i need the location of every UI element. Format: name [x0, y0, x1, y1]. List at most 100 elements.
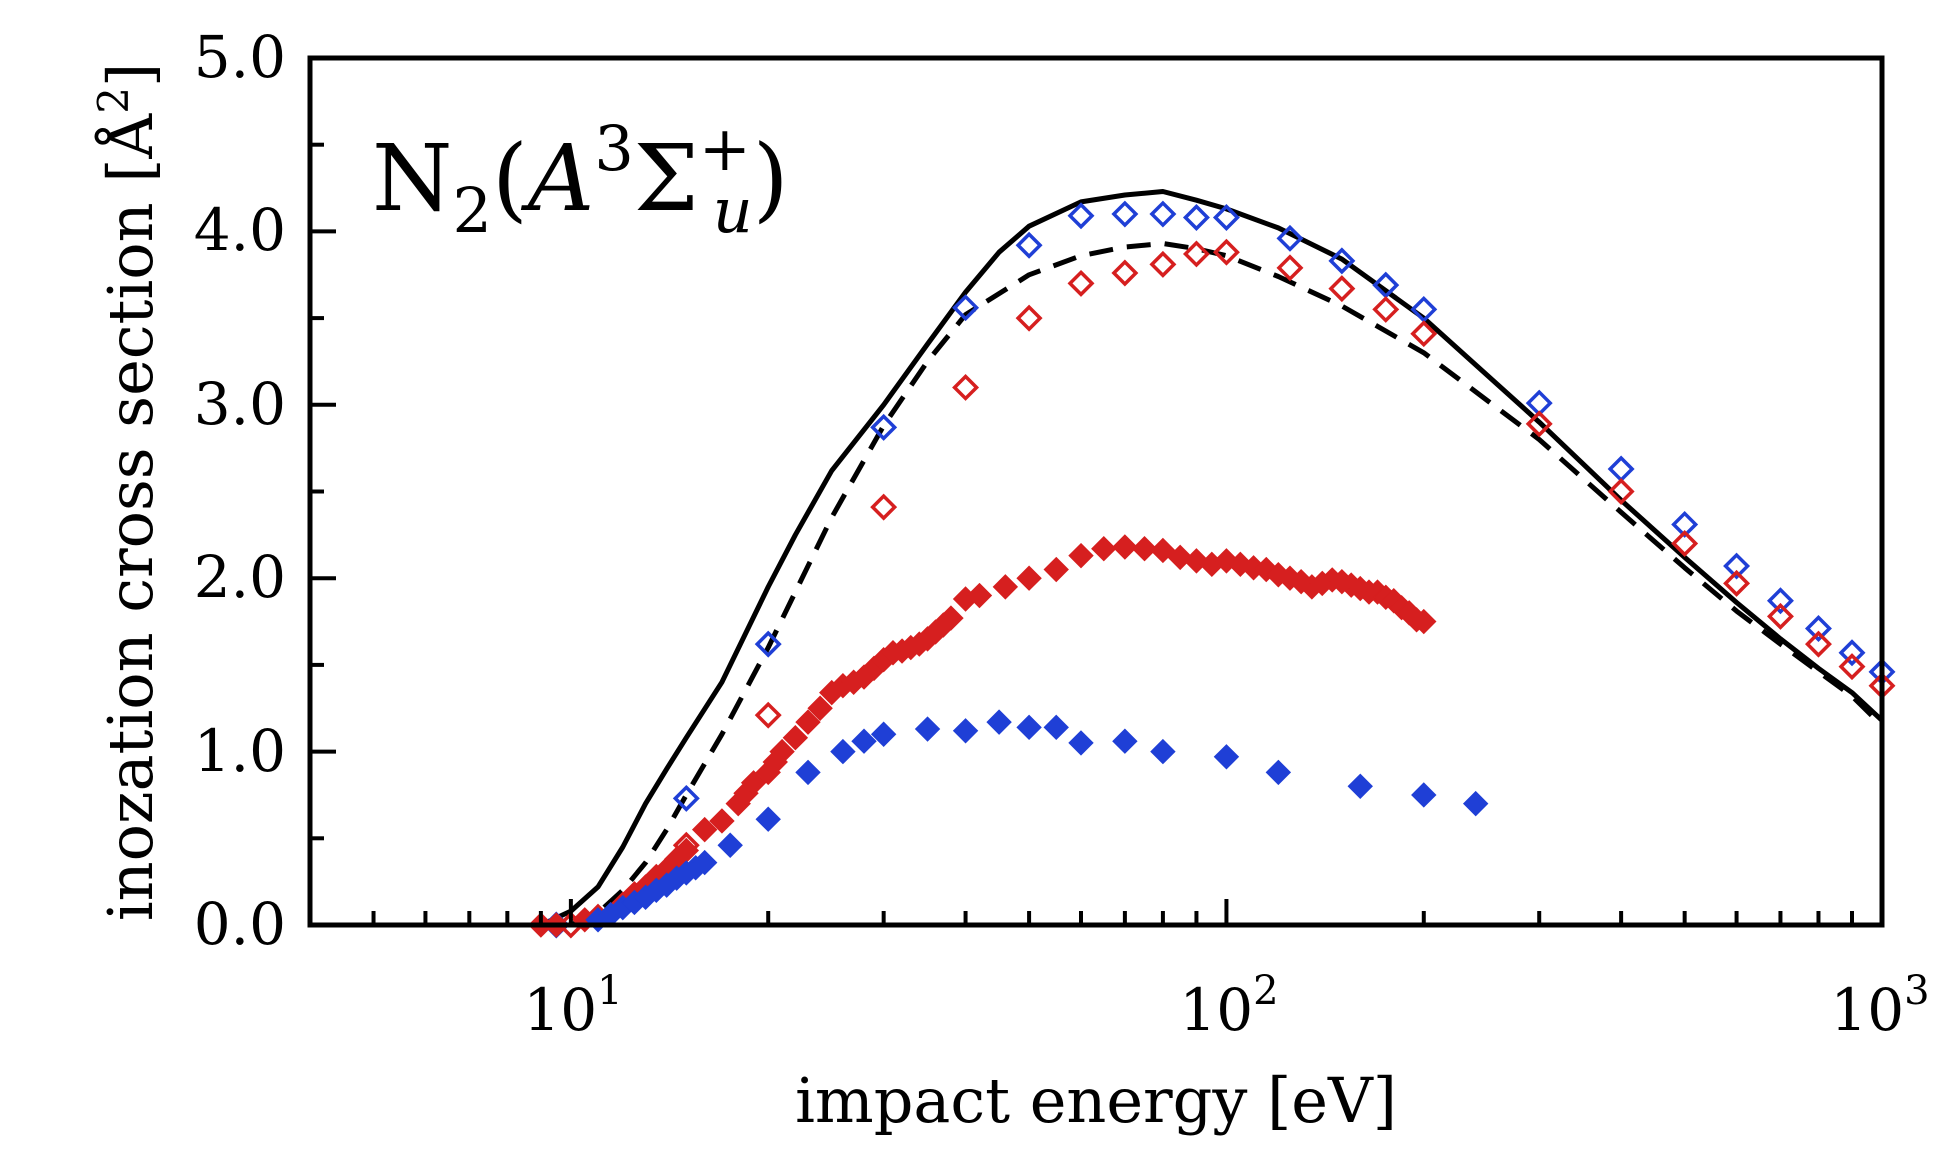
open-diamond-point: [1328, 275, 1356, 303]
open-diamond-point: [1804, 630, 1832, 658]
filled-diamond-point: [1068, 730, 1094, 756]
filled-diamond-point: [1150, 537, 1176, 564]
open-diamond-point: [1149, 250, 1177, 278]
filled-diamond-point: [1411, 608, 1437, 635]
filled-diamond-point: [755, 806, 781, 832]
series-red-filled-diamonds: [528, 534, 1437, 938]
open-diamond-point: [1607, 455, 1635, 483]
filled-diamond-point: [986, 709, 1012, 735]
x-tick-labels: 101 102 103: [523, 968, 1929, 1044]
filled-diamond-point: [914, 716, 941, 742]
open-diamond-point: [870, 413, 898, 441]
filled-diamond-point: [1253, 556, 1279, 583]
plot-frame: [307, 55, 1885, 928]
series-theory-dashed-: [569, 241, 1884, 928]
series-red-open-diamonds: [557, 238, 1896, 939]
filled-diamond-point: [938, 605, 964, 631]
y-tick-label: 2.0: [194, 543, 286, 611]
filled-diamond-point: [782, 725, 809, 751]
open-diamond-point: [1328, 247, 1356, 275]
filled-diamond-point: [992, 574, 1019, 600]
y-tick-label: 0.0: [194, 890, 286, 958]
filled-diamond-point: [1227, 551, 1254, 578]
molecule-state-annotation: N2(A3Σ+ u): [372, 112, 789, 247]
filled-diamond-point: [1043, 556, 1069, 583]
series-theory-solid-: [539, 189, 1884, 928]
open-diamond-point: [870, 493, 898, 521]
open-diamond-point: [1015, 231, 1043, 259]
filled-diamond-point: [966, 582, 993, 609]
filled-diamond-point: [1213, 548, 1240, 574]
filled-diamond-point: [1411, 782, 1437, 808]
open-diamond-point: [1766, 602, 1794, 630]
filled-diamond-point: [1112, 728, 1138, 754]
filled-diamond-point: [740, 770, 767, 796]
filled-diamond-point: [1112, 534, 1138, 560]
open-diamond-point: [1067, 202, 1095, 230]
open-diamond-point: [1276, 224, 1304, 252]
filled-diamond-point: [807, 695, 833, 721]
filled-diamond-point: [769, 738, 795, 765]
x-tick-label: 102: [1179, 968, 1278, 1044]
y-tick-label: 5.0: [194, 23, 286, 91]
x-tick-label: 103: [1830, 968, 1929, 1044]
open-diamond-point: [1804, 615, 1832, 642]
open-diamond-point: [1838, 639, 1866, 667]
filled-diamond-point: [1265, 759, 1292, 786]
open-diamond-point: [1182, 240, 1210, 268]
open-diamond-point: [952, 373, 980, 401]
open-diamond-point: [1723, 569, 1751, 597]
open-diamond-point: [754, 630, 782, 658]
open-diamond-point: [1410, 320, 1438, 348]
open-diamond-point: [1212, 238, 1240, 266]
x-axis-label: impact energy [eV]: [795, 1064, 1397, 1137]
filled-diamond-point: [1043, 714, 1069, 741]
open-diamond-point: [1723, 552, 1751, 580]
filled-diamond-point: [830, 738, 856, 765]
y-tick-label: 1.0: [194, 717, 286, 785]
filled-diamond-point: [1016, 714, 1042, 741]
y-tick-labels: 0.0 1.0 2.0 3.0 4.0 5.0: [194, 23, 286, 958]
filled-diamond-point: [1131, 536, 1158, 562]
open-diamond-point: [1067, 269, 1095, 297]
filled-diamond-point: [691, 816, 718, 843]
open-diamond-point: [672, 784, 700, 812]
open-diamond-point: [1671, 530, 1699, 557]
open-diamond-point: [1276, 254, 1304, 282]
solid-curve: [539, 189, 1884, 928]
open-diamond-point: [1149, 200, 1177, 228]
filled-diamond-point: [952, 718, 979, 744]
filled-diamond-point: [1462, 790, 1489, 817]
open-diamond-point: [1372, 295, 1400, 323]
open-diamond-point: [952, 294, 980, 322]
open-diamond-point: [1838, 653, 1866, 681]
y-tick-label: 3.0: [194, 370, 286, 438]
open-diamond-point: [1607, 478, 1635, 505]
open-diamond-point: [1212, 204, 1240, 232]
y-tick-label: 4.0: [194, 196, 286, 264]
open-diamond-point: [1671, 510, 1699, 538]
open-diamond-point: [1182, 204, 1210, 232]
dashed-curve: [569, 241, 1884, 928]
open-diamond-point: [1015, 304, 1043, 332]
filled-diamond-point: [691, 849, 718, 876]
filled-diamond-point: [1016, 565, 1042, 591]
filled-diamond-point: [1213, 744, 1240, 770]
filled-diamond-point: [1347, 773, 1373, 799]
open-diamond-point: [1111, 259, 1139, 287]
x-tick-label: 101: [523, 968, 622, 1044]
open-diamond-point: [1766, 587, 1794, 615]
series-blue-open-diamonds: [542, 200, 1896, 939]
filled-diamond-point: [717, 832, 743, 858]
filled-diamond-point: [709, 808, 735, 834]
filled-diamond-point: [1068, 542, 1094, 569]
filled-diamond-point: [1167, 544, 1193, 571]
filled-diamond-point: [1150, 738, 1176, 765]
filled-diamond-point: [870, 721, 897, 747]
open-diamond-point: [754, 701, 782, 729]
open-diamond-point: [1111, 200, 1139, 228]
series-blue-filled-diamonds: [585, 709, 1489, 933]
filled-diamond-point: [851, 728, 877, 754]
plot-area: [528, 189, 1896, 939]
